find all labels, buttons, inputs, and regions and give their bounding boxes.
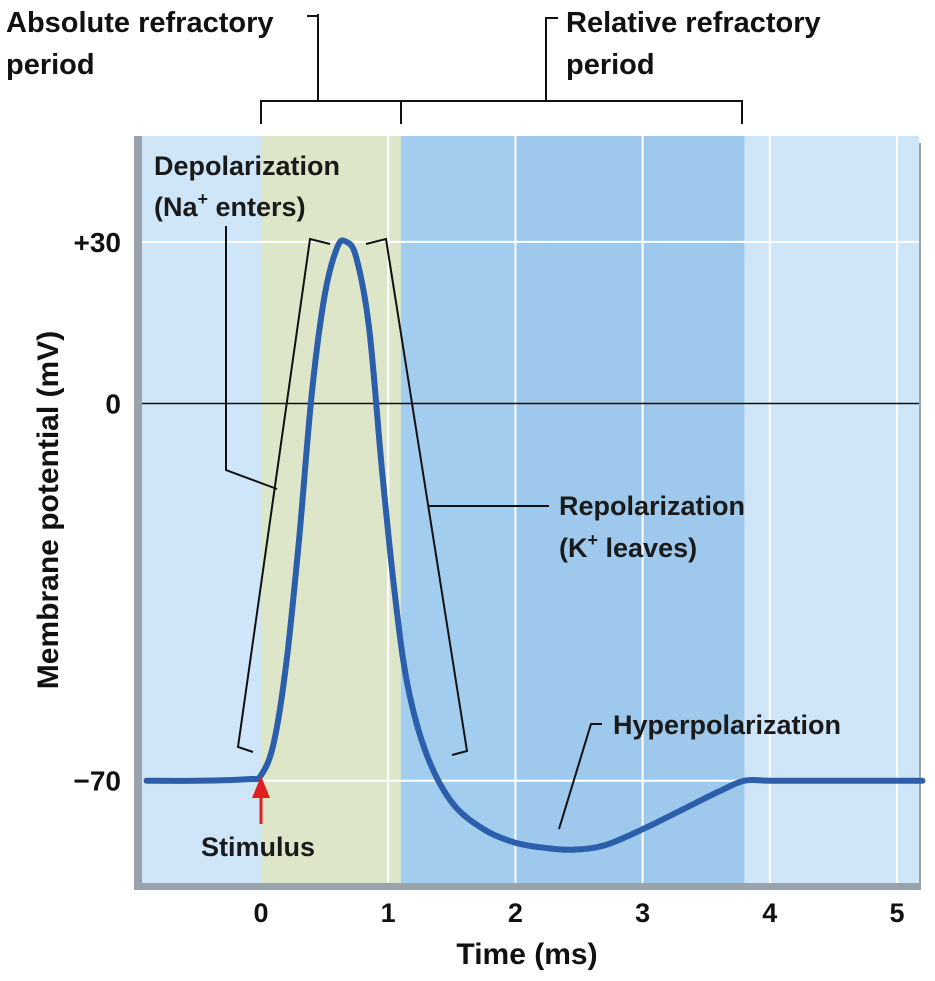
plot-left-edge [134,136,142,890]
repolarization-bracket [365,237,469,756]
x-tick-label: 2 [508,898,523,928]
x-tick-label: 4 [762,898,777,928]
hyperpolarization-leader [558,723,602,830]
x-tick-label: 5 [889,898,904,928]
annotation-brackets [225,14,743,830]
x-tick-label: 3 [635,898,650,928]
x-tick-label: 1 [381,898,396,928]
x-axis-ticks: 0 1 2 3 4 5 [253,898,904,928]
region-band-0 [261,136,401,883]
x-tick-label: 0 [253,898,268,928]
stimulus-label: Stimulus [201,832,315,862]
hyperpolarization-label: Hyperpolarization [613,710,841,740]
depolarization-bracket [236,237,331,753]
y-tick-label: 0 [105,389,121,420]
x-axis-label: Time (ms) [456,938,597,971]
repolarization-label: Repolarization (K+ leaves) [559,491,753,563]
relative-refractory-label: Relative refractory period [566,7,829,81]
relative-refractory-leader [545,17,558,101]
y-tick-label: +30 [74,227,122,258]
region-band-2 [515,136,745,883]
depolarization-label: Depolarization (Na+ enters) [154,151,348,222]
y-axis-ticks: +30 0 −70 [74,227,122,797]
absolute-refractory-label: Absolute refractory period [6,7,282,81]
stimulus-arrow-icon [252,776,270,824]
y-tick-label: −70 [74,766,122,797]
depolarization-leader [225,226,278,490]
refractory-top-bracket [260,100,743,124]
shaded-regions [261,136,745,883]
y-axis-label: Membrane potential (mV) [32,331,65,689]
membrane-potential-line [143,237,926,853]
region-band-1 [400,136,516,883]
